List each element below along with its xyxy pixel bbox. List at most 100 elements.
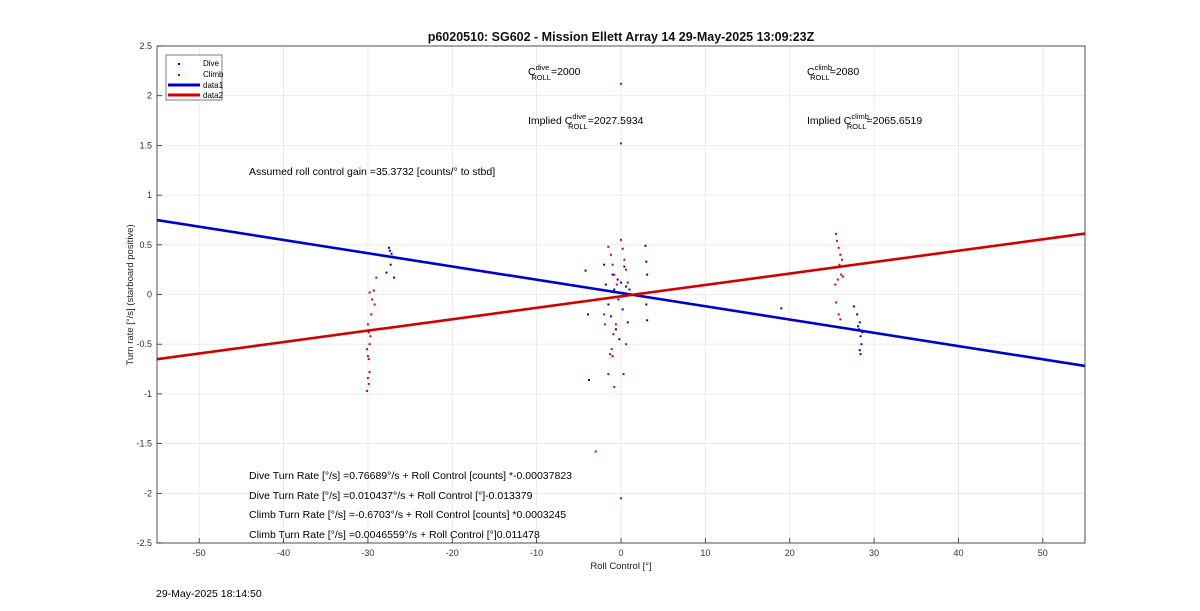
dive-point bbox=[852, 305, 855, 308]
climb-point bbox=[620, 142, 622, 145]
tick-labels: -50 -40 -30 -20 -10 0 10 20 30 40 50-2.5-2-1.5-1-0… bbox=[136, 41, 1047, 558]
x-tick-label: 40 bbox=[953, 548, 963, 558]
dive-point bbox=[861, 331, 864, 334]
climb-point bbox=[375, 276, 378, 279]
climb-point bbox=[371, 298, 374, 301]
climb-point bbox=[836, 278, 839, 281]
dive-point bbox=[625, 285, 628, 288]
x-tick-label: -10 bbox=[530, 548, 543, 558]
climb-point bbox=[611, 355, 614, 358]
climb-point bbox=[370, 313, 373, 316]
fit-line-data2 bbox=[156, 232, 1086, 361]
climb-point bbox=[594, 450, 597, 453]
climb-point bbox=[609, 353, 612, 356]
dive-point bbox=[646, 273, 649, 276]
y-tick-label: -2.5 bbox=[136, 538, 152, 548]
legend-climb-marker bbox=[178, 74, 180, 76]
y-tick-label: 0 bbox=[147, 290, 152, 300]
climb-point bbox=[837, 313, 840, 316]
legend: Dive Climb data1 data2 bbox=[165, 54, 224, 101]
climb-point bbox=[625, 343, 628, 346]
dive-point bbox=[616, 278, 619, 281]
climb-point bbox=[367, 331, 370, 334]
dive-point bbox=[614, 328, 617, 331]
dive-point bbox=[623, 265, 626, 268]
dive-point bbox=[621, 308, 624, 311]
climb-point bbox=[620, 238, 622, 241]
x-tick-label: -30 bbox=[361, 548, 374, 558]
climb-point bbox=[610, 348, 613, 351]
climb-point bbox=[835, 232, 838, 235]
dive-point bbox=[388, 249, 391, 252]
dive-point bbox=[856, 313, 859, 316]
annotation-c-roll-climb: Cclimb ROLL=2080 bbox=[807, 63, 859, 82]
data-points bbox=[366, 82, 864, 500]
dive-point bbox=[857, 325, 860, 328]
chart-title: p6020510: SG602 - Mission Ellett Array 1… bbox=[428, 30, 815, 44]
dive-point bbox=[618, 338, 621, 341]
dive-point bbox=[611, 273, 614, 276]
dive-point bbox=[388, 246, 390, 249]
roll-gain-note: Assumed roll control gain =35.3732 [coun… bbox=[249, 166, 495, 178]
climb-point bbox=[372, 289, 375, 292]
y-axis-label: Turn rate [°/s] (starboard positive) bbox=[125, 224, 136, 365]
legend-data1-label: data1 bbox=[203, 81, 224, 90]
legend-data2-label: data2 bbox=[203, 91, 224, 100]
climb-point bbox=[366, 376, 369, 379]
climb-point bbox=[621, 247, 624, 250]
climb-point bbox=[368, 343, 371, 346]
climb-point bbox=[622, 373, 625, 376]
annotation-implied-c-roll-dive: Implied Cdive ROLL=2027.5934 bbox=[528, 112, 644, 131]
climb-point bbox=[609, 253, 612, 256]
x-tick-label: -50 bbox=[193, 548, 206, 558]
climb-point bbox=[612, 333, 615, 336]
climb-point bbox=[603, 313, 606, 316]
climb-point bbox=[369, 335, 372, 338]
x-tick-label: 30 bbox=[869, 548, 879, 558]
climb-point bbox=[614, 323, 617, 326]
dive-point bbox=[858, 349, 861, 352]
x-tick-label: 10 bbox=[700, 548, 710, 558]
annotation-c-roll-dive: Cdive ROLL=2000 bbox=[528, 63, 581, 82]
dive-point bbox=[620, 281, 622, 284]
climb-point bbox=[834, 283, 837, 286]
y-tick-label: -2 bbox=[144, 488, 152, 498]
dive-point bbox=[604, 283, 607, 286]
dive-point bbox=[628, 288, 631, 291]
x-axis-label: Roll Control [°] bbox=[590, 561, 651, 572]
climb-point bbox=[366, 348, 369, 351]
dive-equation-degrees: Dive Turn Rate [°/s] =0.010437°/s + Roll… bbox=[249, 490, 533, 502]
climb-point bbox=[626, 281, 629, 284]
climb-point bbox=[367, 382, 370, 385]
climb-point bbox=[368, 291, 371, 294]
dive-point bbox=[626, 321, 629, 324]
fit-lines bbox=[156, 218, 1086, 368]
dive-point bbox=[646, 319, 649, 322]
climb-point bbox=[607, 373, 610, 376]
climb-point bbox=[607, 245, 610, 248]
climb-point bbox=[835, 301, 838, 304]
climb-point bbox=[615, 283, 618, 286]
climb-point bbox=[841, 258, 844, 261]
dive-point bbox=[860, 343, 863, 346]
dive-point bbox=[392, 255, 395, 258]
dive-point bbox=[390, 252, 393, 255]
dive-point bbox=[645, 303, 648, 306]
dive-point bbox=[858, 321, 861, 324]
climb-point bbox=[603, 323, 606, 326]
climb-point bbox=[841, 275, 844, 278]
dive-point bbox=[609, 315, 612, 318]
dive-point bbox=[613, 288, 616, 291]
dive-point bbox=[587, 313, 590, 316]
dive-point bbox=[587, 378, 590, 381]
climb-point bbox=[368, 371, 371, 374]
climb-point bbox=[838, 263, 841, 266]
y-tick-label: -1.5 bbox=[136, 439, 152, 449]
legend-dive-label: Dive bbox=[203, 59, 220, 68]
y-tick-label: -0.5 bbox=[136, 339, 152, 349]
y-tick-label: 0.5 bbox=[139, 240, 152, 250]
climb-point bbox=[617, 295, 620, 298]
y-tick-label: 2.5 bbox=[139, 41, 152, 51]
climb-point bbox=[366, 355, 369, 358]
